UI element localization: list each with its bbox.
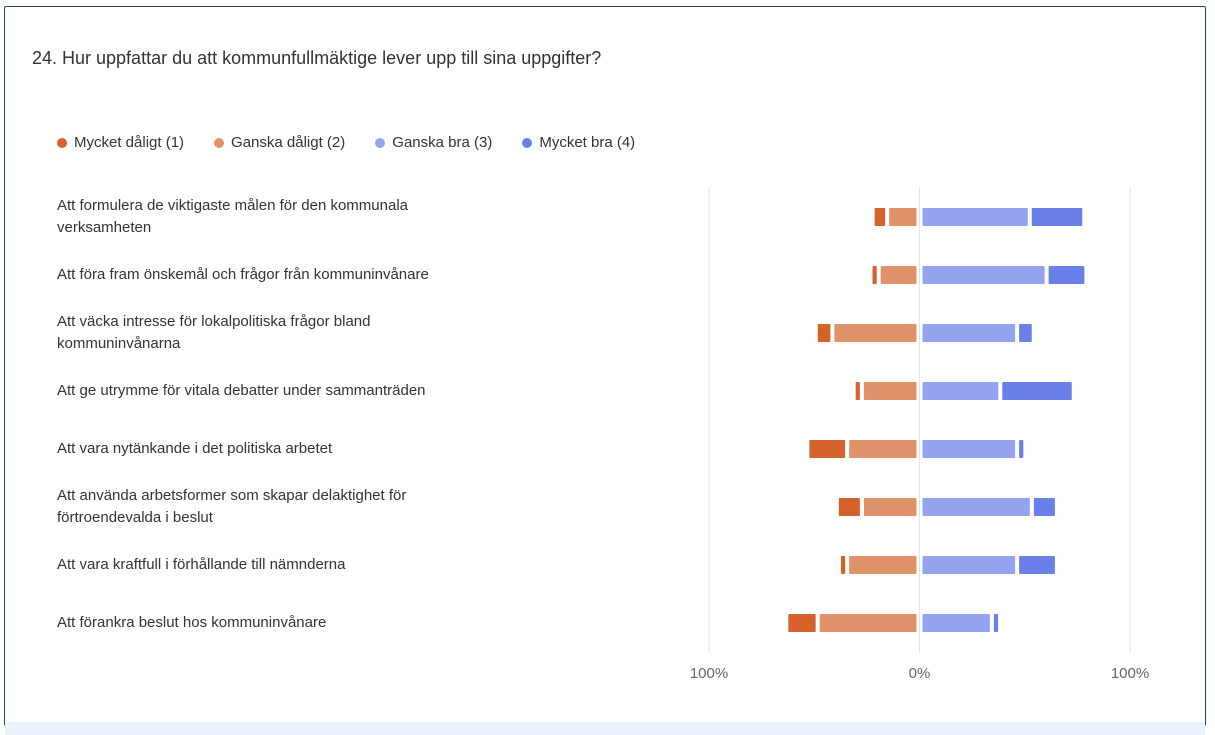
bar-segment	[922, 440, 1016, 458]
category-label: Att använda arbetsformer som skapar dela…	[57, 487, 407, 526]
bar-segment	[1019, 324, 1032, 342]
legend-item: Mycket dåligt (1)	[57, 134, 184, 151]
category-label: Att väcka intresse för lokalpolitiska fr…	[57, 313, 371, 352]
card	[4, 6, 1206, 726]
legend-item: Mycket bra (4)	[522, 134, 635, 151]
bar-segment	[880, 266, 917, 284]
bar-segment	[849, 556, 917, 574]
bar-segment	[1031, 208, 1083, 226]
bar-segment	[922, 208, 1028, 226]
category-label: Att vara kraftfull i förhållande till nä…	[57, 556, 346, 573]
footer-strip	[5, 722, 1205, 735]
bar-segment	[922, 614, 990, 632]
bar-segment	[922, 324, 1016, 342]
category-label: Att ge utrymme för vitala debatter under…	[57, 382, 426, 399]
bar-segment	[849, 440, 917, 458]
legend-label: Ganska bra (3)	[392, 134, 493, 151]
bar-segment	[788, 614, 816, 632]
legend-swatch	[375, 137, 386, 148]
bar-segment	[855, 382, 860, 400]
question-title: 24. Hur uppfattar du att kommunfullmäkti…	[32, 48, 602, 68]
bar-segment	[819, 614, 917, 632]
legend-item: Ganska bra (3)	[375, 134, 492, 151]
bar-segment	[922, 556, 1016, 574]
bar-segment	[1033, 498, 1055, 516]
bar-segment	[1019, 440, 1024, 458]
bar-segment	[1019, 556, 1055, 574]
category-label: Att formulera de viktigaste målen för de…	[57, 197, 408, 236]
bar-segment	[922, 498, 1030, 516]
legend-label: Ganska dåligt (2)	[231, 134, 346, 151]
x-tick-label: 100%	[690, 665, 728, 682]
bar-segment	[838, 498, 860, 516]
bar-segment	[863, 382, 917, 400]
category-label: Att vara nytänkande i det politiska arbe…	[57, 440, 333, 457]
bar-segment	[874, 208, 886, 226]
legend: Mycket dåligt (1) Ganska dåligt (2) Ganska…	[57, 134, 635, 151]
bar-segment	[889, 208, 917, 226]
bar-segment	[834, 324, 917, 342]
bar-segment	[922, 266, 1045, 284]
legend-label: Mycket bra (4)	[539, 134, 636, 151]
legend-label: Mycket dåligt (1)	[74, 134, 185, 151]
legend-swatch	[522, 137, 533, 148]
bar-segment	[872, 266, 877, 284]
bar-segment	[993, 614, 999, 632]
category-label: Att förankra beslut hos kommuninvånare	[57, 614, 327, 631]
legend-item: Ganska dåligt (2)	[214, 134, 345, 151]
x-tick-label: 100%	[1111, 665, 1149, 682]
category-label: Att föra fram önskemål och frågor från k…	[57, 266, 429, 283]
bar-segment	[809, 440, 846, 458]
bar-segment	[817, 324, 831, 342]
x-tick-label: 0%	[909, 665, 931, 682]
bar-segment	[1048, 266, 1085, 284]
bar-segment	[922, 382, 999, 400]
bar-segment	[1002, 382, 1072, 400]
legend-swatch	[214, 137, 225, 148]
bar-segment	[863, 498, 917, 516]
bar-segment	[840, 556, 846, 574]
legend-swatch	[57, 137, 67, 148]
